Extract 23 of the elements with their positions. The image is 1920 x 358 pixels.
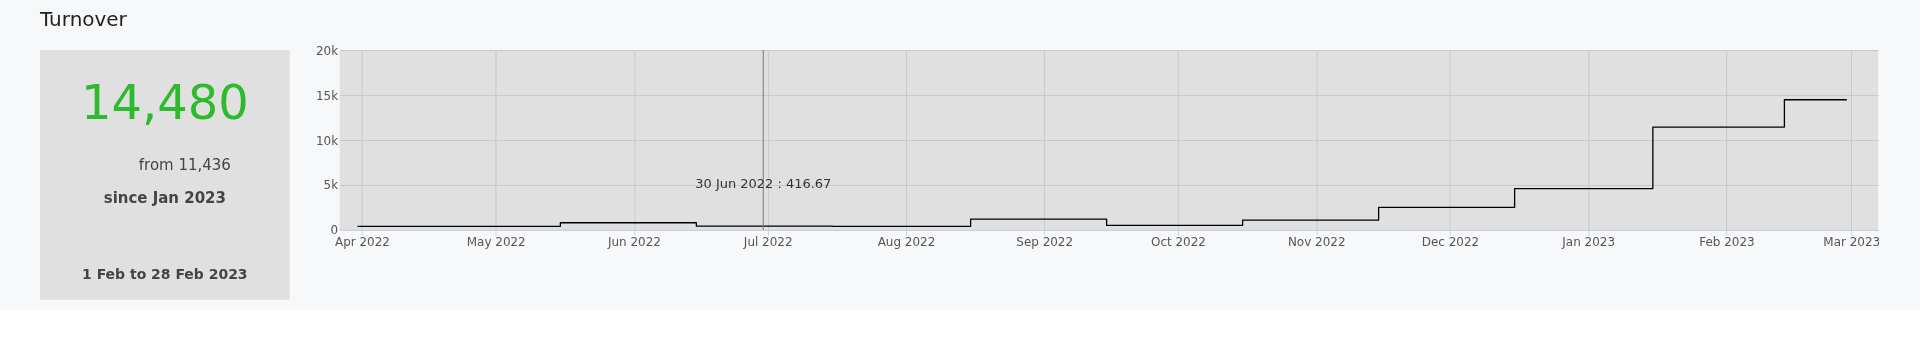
x-tick-label: Jul 2022 (742, 235, 793, 250)
x-tick-label: Aug 2022 (877, 235, 936, 250)
annotation: 30 Jun 2022 : 416.67 (695, 176, 832, 192)
x-tick-label: Mar 2023 (1823, 235, 1881, 250)
y-tick-label: 0 (330, 223, 339, 238)
text: from 11,436 (138, 155, 231, 174)
y-tick-label: 5k (323, 178, 339, 193)
x-tick-label: May 2022 (466, 235, 526, 250)
x-tick-label: Sep 2022 (1016, 235, 1074, 250)
text: since Jan 2023 (103, 188, 226, 207)
x-tick-label: Feb 2023 (1699, 235, 1755, 250)
y-tick-label: 10k (315, 133, 339, 148)
text: 14,480 (80, 74, 249, 131)
x-tick-label: Oct 2022 (1150, 235, 1206, 250)
x-tick-label: Dec 2022 (1421, 235, 1480, 250)
x-tick-label: Nov 2022 (1287, 235, 1346, 250)
text: Turnover (38, 7, 128, 32)
x-tick-label: Apr 2022 (334, 235, 390, 250)
y-tick-label: 15k (315, 88, 339, 103)
x-tick-label: Jun 2022 (606, 235, 661, 250)
y-tick-label: 20k (315, 43, 339, 58)
x-tick-label: Jan 2023 (1561, 235, 1616, 250)
text: 1 Feb to 28 Feb 2023 (82, 265, 248, 282)
